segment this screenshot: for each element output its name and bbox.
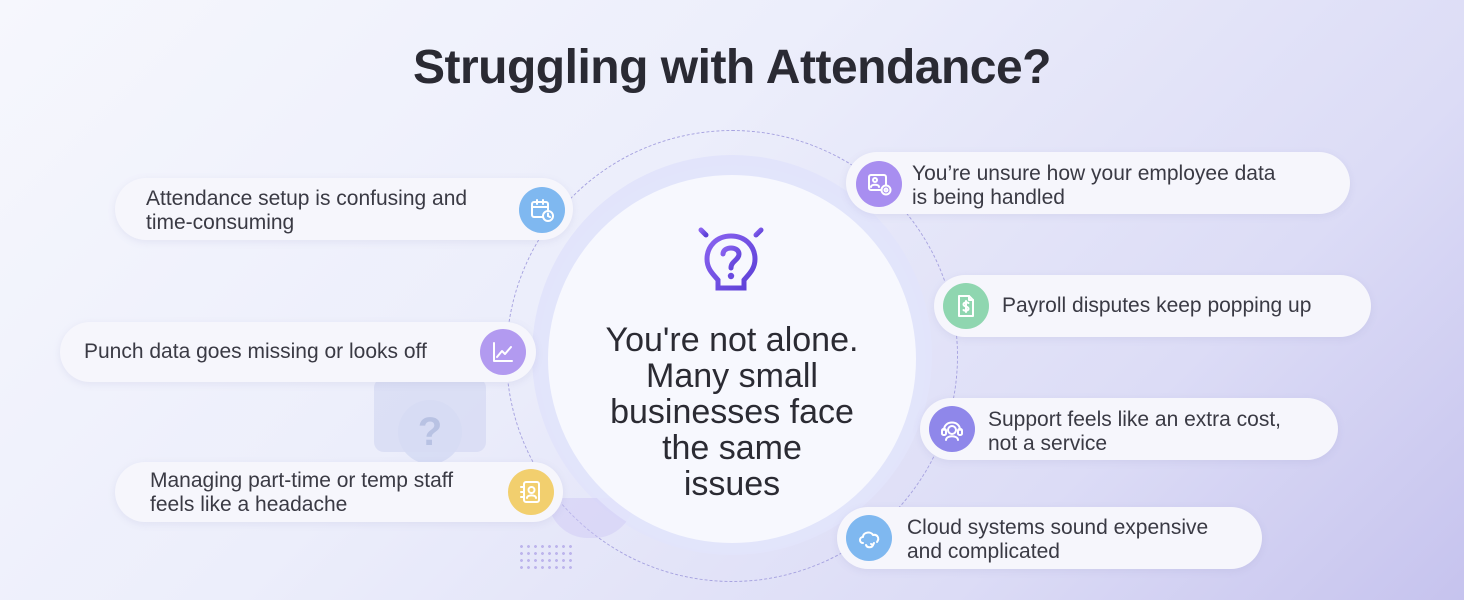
center-line-2: Many small xyxy=(646,357,818,395)
issue-card-employee-data xyxy=(846,152,1350,214)
center-message: You're not alone. Many small businesses … xyxy=(570,322,894,502)
issue-text-support: Support feels like an extra cost, not a … xyxy=(988,408,1281,455)
issue-card-part-time-staff xyxy=(115,462,563,522)
center-line-4: the same xyxy=(662,429,802,467)
data-settings-icon xyxy=(856,161,902,207)
id-card-icon xyxy=(508,469,554,515)
issue-text-payroll: Payroll disputes keep popping up xyxy=(1002,294,1312,317)
decorative-question-icon: ? xyxy=(398,400,462,464)
issue-text-punch-data: Punch data goes missing or looks off xyxy=(84,340,427,363)
cloud-sync-icon xyxy=(846,515,892,561)
issue-card-support xyxy=(920,398,1338,460)
line-chart-icon xyxy=(480,329,526,375)
center-line-5: issues xyxy=(683,465,781,503)
issue-card-setup xyxy=(115,178,573,240)
issue-card-punch-data xyxy=(60,322,536,382)
page-title: Struggling with Attendance? xyxy=(412,41,1052,94)
issue-text-cloud: Cloud systems sound expensive and compli… xyxy=(907,516,1209,563)
issue-card-payroll xyxy=(934,275,1371,337)
lightbulb-question-icon xyxy=(686,214,776,299)
issue-card-cloud xyxy=(837,507,1262,569)
headset-agent-icon xyxy=(929,406,975,452)
center-line-3: businesses face xyxy=(610,393,854,431)
issue-text-part-time-staff: Managing part-time or temp staff feels l… xyxy=(150,469,454,516)
dollar-document-icon xyxy=(943,283,989,329)
issue-text-setup: Attendance setup is confusing and time-c… xyxy=(146,187,468,234)
center-line-1: You're not alone. xyxy=(605,321,859,359)
decorative-dot-grid xyxy=(518,543,572,573)
calendar-clock-icon xyxy=(519,187,565,233)
issue-text-employee-data: You’re unsure how your employee data is … xyxy=(912,162,1276,209)
